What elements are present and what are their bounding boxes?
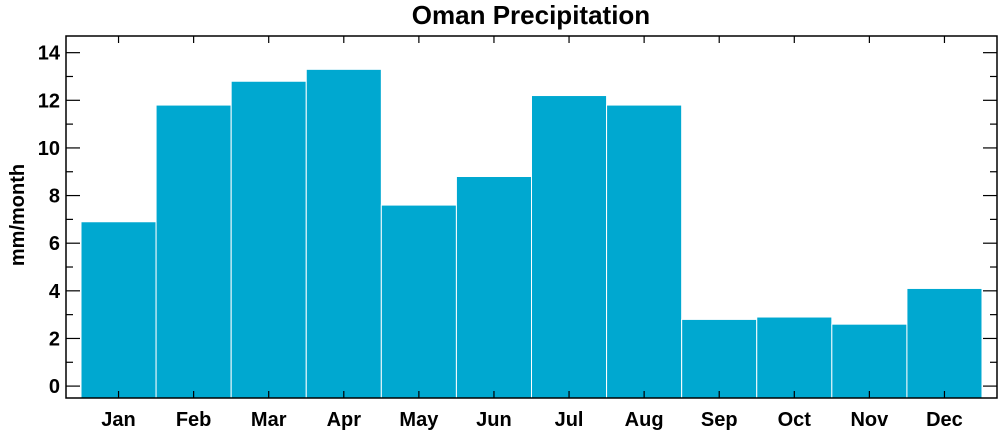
x-ticks-group: Jan Feb Mar Apr May Jun Jul Aug Sep Oct Nov Dec: [101, 36, 963, 431]
bar-jul: [531, 95, 608, 399]
y-tick-label: 4: [49, 281, 61, 303]
y-axis-label: mm/month: [7, 164, 29, 266]
y-tick-label: 2: [49, 328, 60, 350]
y-tick-label: 0: [49, 376, 60, 398]
bars-group: [80, 68, 983, 399]
x-tick-label-mar: Mar: [251, 409, 287, 431]
x-tick-label-oct: Oct: [778, 409, 812, 431]
chart-title: Oman Precipitation: [412, 0, 650, 30]
y-tick-label: 8: [49, 186, 60, 208]
y-tick-label: 14: [38, 43, 61, 65]
x-tick-label-apr: Apr: [327, 409, 362, 431]
bar-nov: [831, 323, 908, 399]
x-tick-label-jun: Jun: [476, 409, 512, 431]
bar-oct: [756, 316, 833, 399]
x-tick-label-aug: Aug: [625, 409, 664, 431]
x-tick-label-nov: Nov: [850, 409, 889, 431]
plot-frame: [65, 35, 998, 399]
y-tick-label: 10: [38, 138, 60, 160]
bar-aug: [606, 104, 683, 399]
y-tick-label: 6: [49, 233, 60, 255]
x-tick-label-may: May: [399, 409, 439, 431]
x-tick-label-jan: Jan: [101, 409, 135, 431]
bar-mar: [230, 80, 307, 399]
y-ticks-group: 0 2 4 6 8 10 12 14: [38, 43, 997, 398]
bar-dec: [906, 287, 983, 399]
bar-sep: [681, 318, 758, 399]
x-tick-label-jul: Jul: [555, 409, 584, 431]
bar-feb: [155, 104, 232, 399]
bar-may: [380, 204, 457, 399]
bar-jun: [455, 176, 533, 399]
x-tick-label-dec: Dec: [926, 409, 963, 431]
bar-apr: [305, 68, 382, 399]
y-tick-label: 12: [38, 90, 60, 112]
x-tick-label-sep: Sep: [701, 409, 738, 431]
bar-jan: [80, 221, 157, 399]
x-tick-label-feb: Feb: [176, 409, 212, 431]
